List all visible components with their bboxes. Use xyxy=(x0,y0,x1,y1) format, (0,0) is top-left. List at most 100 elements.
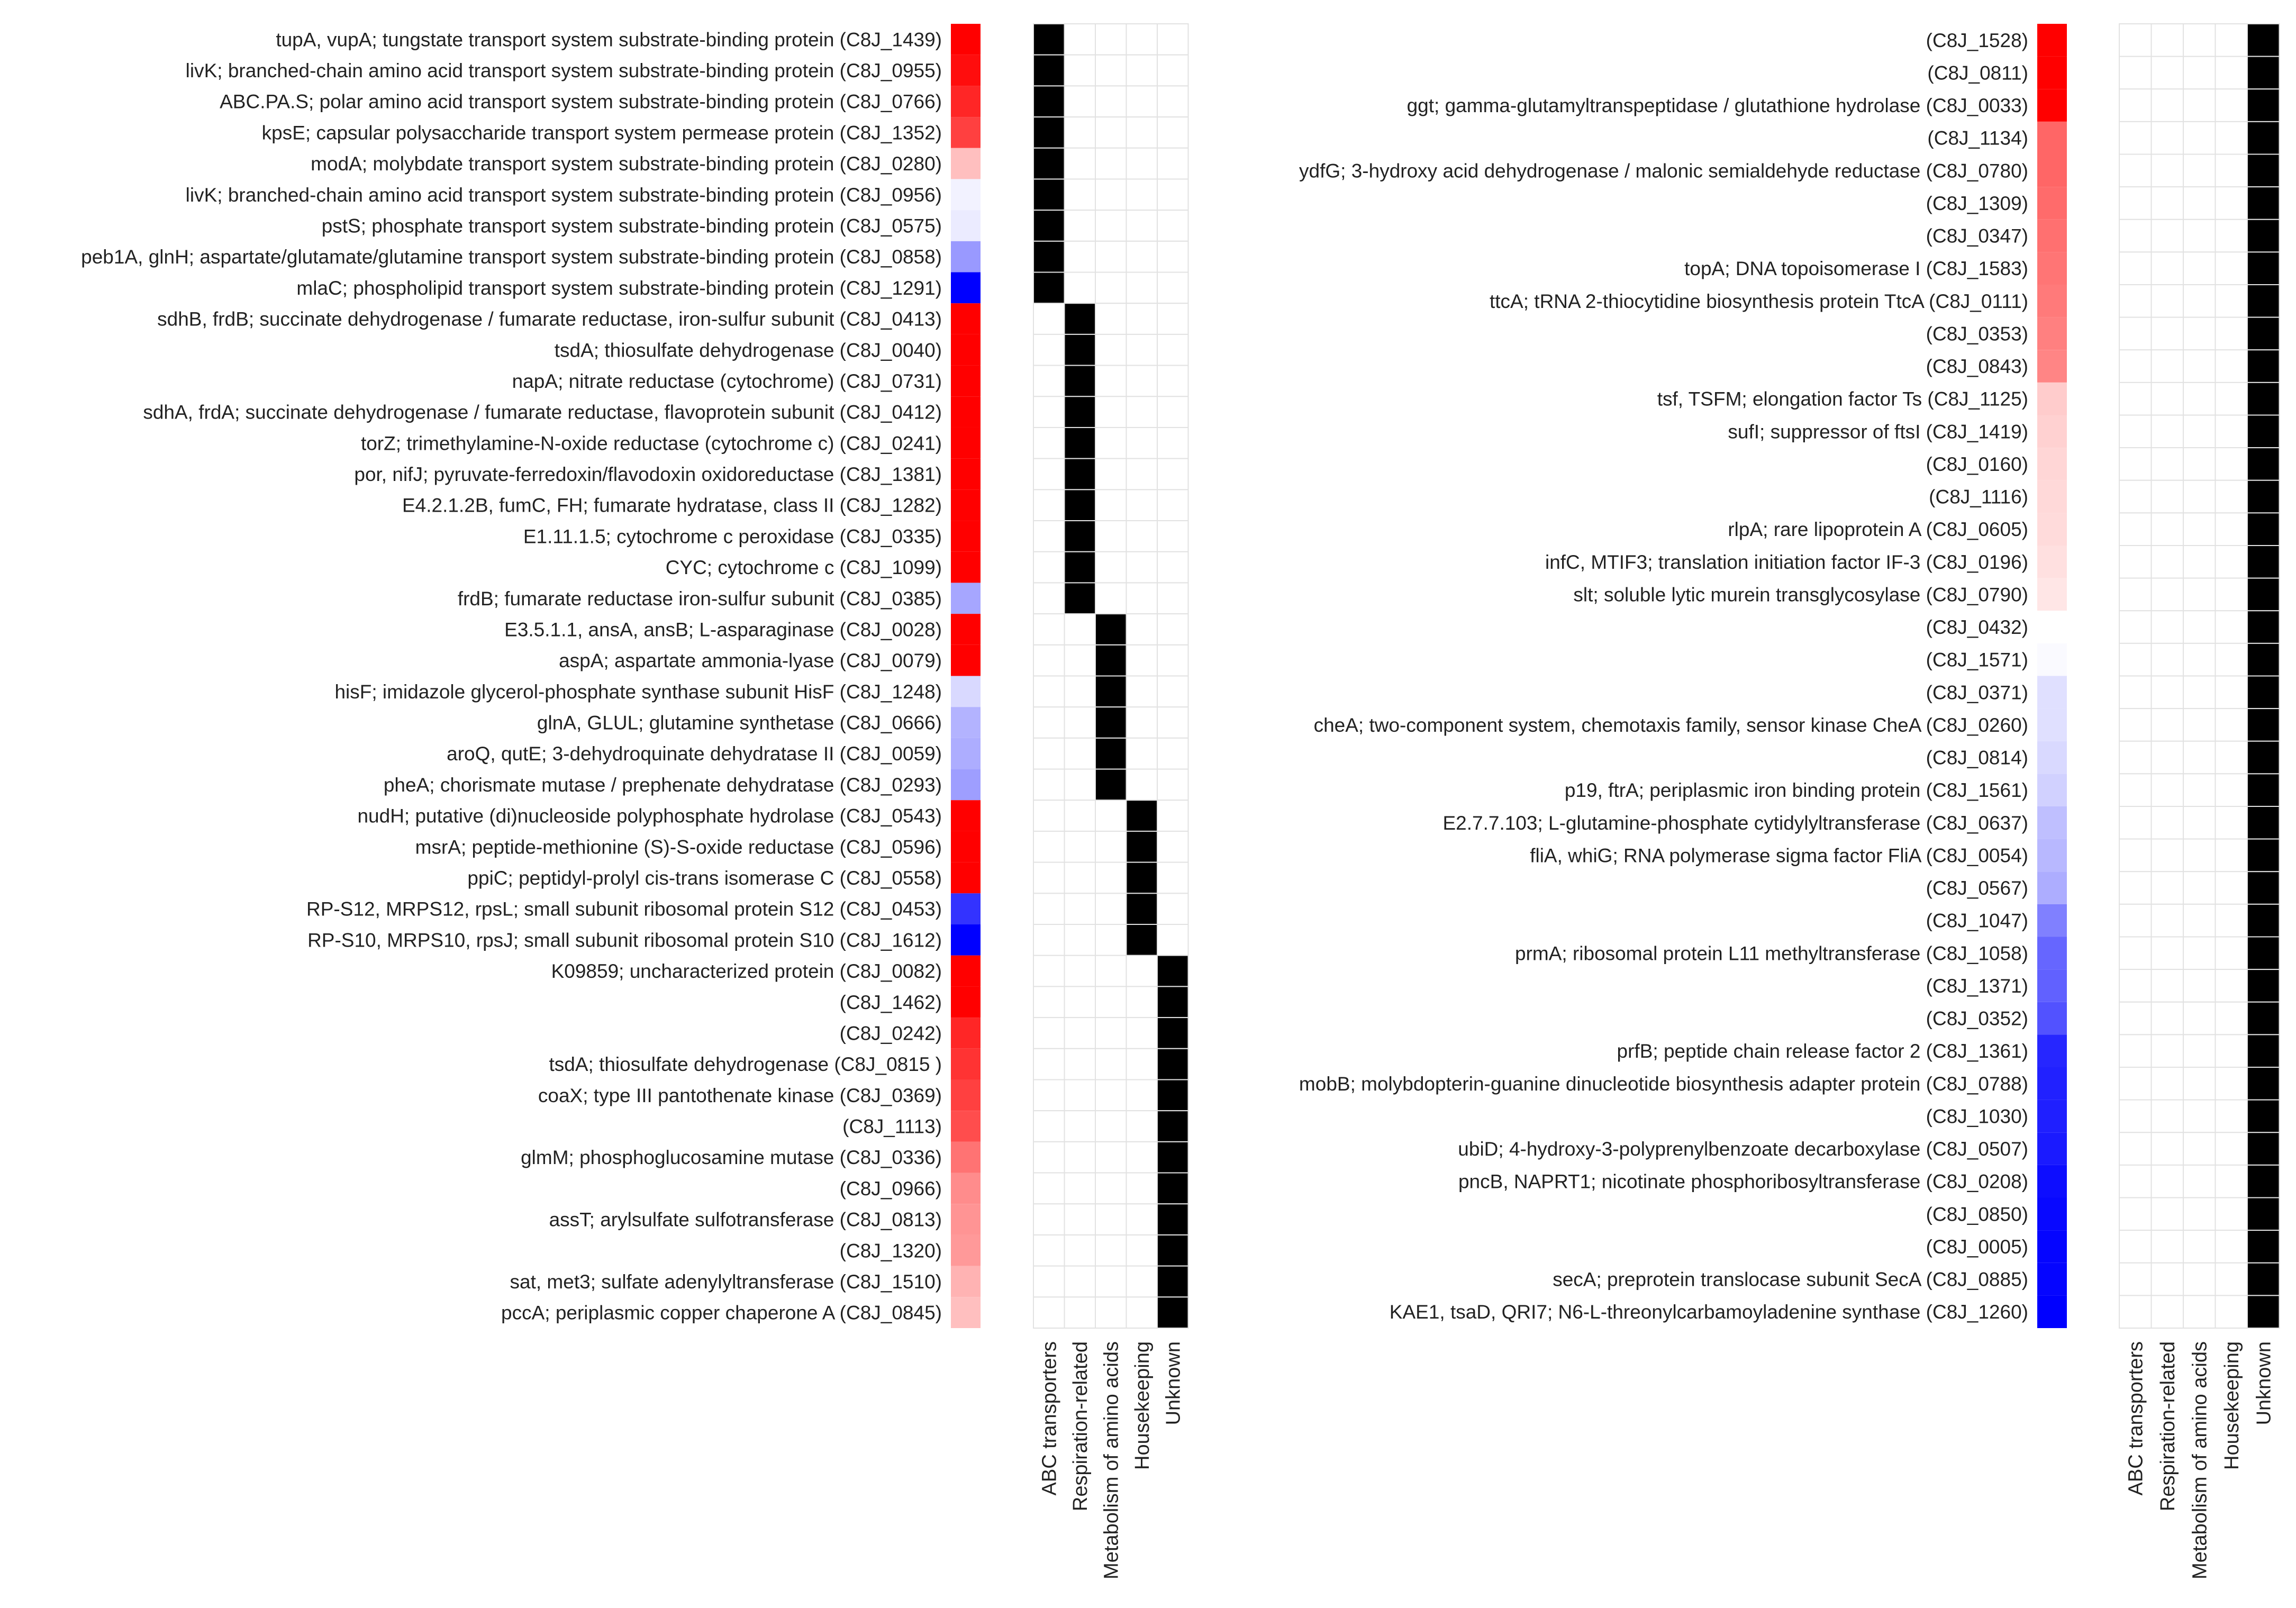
category-cell-empty xyxy=(2119,1132,2152,1166)
value-cell xyxy=(951,1048,981,1080)
category-cell-empty xyxy=(1064,1079,1096,1112)
category-cell-empty xyxy=(2215,153,2248,188)
category-cell-empty xyxy=(1095,426,1127,459)
value-cell xyxy=(2037,806,2067,839)
category-cell-empty xyxy=(1095,520,1127,552)
row-label: ubiD; 4-hydroxy-3-polyprenylbenzoate dec… xyxy=(1458,1138,2028,1160)
category-label: Respiration-related xyxy=(1069,1341,1092,1511)
category-cell-empty xyxy=(2150,153,2184,188)
category-cell-empty xyxy=(1033,737,1065,770)
row-label: (C8J_1462) xyxy=(840,992,942,1013)
value-cell xyxy=(951,334,981,366)
category-cell-empty xyxy=(1126,737,1158,770)
row-label: E1.11.1.5; cytochrome c peroxidase (C8J_… xyxy=(523,525,942,547)
row-label: (C8J_1047) xyxy=(1926,910,2028,932)
category-cell-empty xyxy=(1064,613,1096,646)
category-cell-filled xyxy=(1157,1265,1189,1298)
category-cell-empty xyxy=(2119,577,2152,612)
value-cell xyxy=(2037,1132,2067,1165)
category-cell-empty xyxy=(2215,316,2248,351)
category-cell-empty xyxy=(1157,178,1189,211)
category-cell-empty xyxy=(1064,1234,1096,1267)
category-cell-empty xyxy=(2119,773,2152,807)
category-cell-empty xyxy=(2183,903,2216,938)
value-cell xyxy=(2037,252,2067,285)
category-cell-filled xyxy=(1064,582,1096,615)
row-label: pheA; chorismate mutase / prephenate deh… xyxy=(384,774,942,796)
category-cell-empty xyxy=(1064,1265,1096,1298)
value-cell xyxy=(951,1018,981,1049)
category-cell-empty xyxy=(2215,349,2248,383)
category-cell-empty xyxy=(1126,1296,1158,1329)
value-cell xyxy=(2037,121,2067,155)
category-cell-filled xyxy=(2247,1034,2280,1068)
category-cell-empty xyxy=(1064,210,1096,242)
category-cell-empty xyxy=(2183,56,2216,90)
category-cell-empty xyxy=(1033,861,1065,894)
row-label: modA; molybdate transport system substra… xyxy=(311,153,942,175)
row-label: infC, MTIF3; translation initiation fact… xyxy=(1545,551,2028,573)
row-label: assT; arylsulfate sulfotransferase (C8J_… xyxy=(549,1209,942,1231)
value-cell xyxy=(2037,1165,2067,1198)
value-cell xyxy=(2037,643,2067,676)
category-cell-empty xyxy=(2150,1295,2184,1329)
value-cell xyxy=(2037,1002,2067,1035)
category-label: Unknown xyxy=(1162,1341,1184,1425)
category-cell-filled xyxy=(2247,1262,2280,1296)
row-label: K09859; uncharacterized protein (C8J_008… xyxy=(551,960,942,982)
category-cell-empty xyxy=(1126,675,1158,708)
category-cell-filled xyxy=(1157,1172,1189,1205)
category-cell-empty xyxy=(2215,740,2248,775)
category-cell-empty xyxy=(1095,303,1127,335)
category-cell-filled xyxy=(2247,153,2280,188)
value-cell xyxy=(2037,546,2067,578)
category-cell-filled xyxy=(2247,545,2280,579)
category-cell-empty xyxy=(2119,381,2152,416)
value-cell xyxy=(2037,513,2067,546)
value-cell xyxy=(2037,611,2067,643)
category-cell-empty xyxy=(2150,88,2184,122)
category-cell-empty xyxy=(1064,737,1096,770)
category-cell-filled xyxy=(2247,610,2280,644)
row-label: (C8J_1113) xyxy=(842,1116,942,1138)
category-cell-filled xyxy=(1157,955,1189,987)
category-cell-empty xyxy=(1126,1141,1158,1174)
category-cell-empty xyxy=(1095,1234,1127,1267)
row-label: pccA; periplasmic copper chaperone A (C8… xyxy=(501,1302,942,1324)
category-cell-empty xyxy=(2119,414,2152,449)
category-cell-empty xyxy=(1157,458,1189,490)
category-cell-empty xyxy=(2215,545,2248,579)
value-cell xyxy=(951,365,981,397)
category-cell-filled xyxy=(2247,219,2280,253)
category-cell-empty xyxy=(2215,414,2248,449)
category-cell-empty xyxy=(1033,893,1065,925)
row-label: (C8J_0347) xyxy=(1926,225,2028,247)
row-label: prfB; peptide chain release factor 2 (C8… xyxy=(1617,1040,2028,1062)
category-cell-empty xyxy=(1095,1265,1127,1298)
category-cell-filled xyxy=(2247,56,2280,90)
value-cell xyxy=(951,583,981,614)
category-cell-empty xyxy=(1064,893,1096,925)
row-label: (C8J_0353) xyxy=(1926,323,2028,344)
value-cell xyxy=(2037,1197,2067,1231)
category-cell-empty xyxy=(1033,582,1065,615)
category-cell-empty xyxy=(1126,54,1158,87)
category-cell-empty xyxy=(2119,23,2152,57)
category-cell-empty xyxy=(1095,271,1127,304)
value-cell xyxy=(2037,285,2067,317)
category-cell-empty xyxy=(2119,871,2152,905)
row-label: (C8J_1309) xyxy=(1926,193,2028,214)
category-cell-empty xyxy=(2183,1034,2216,1068)
category-cell-empty xyxy=(2215,56,2248,90)
category-cell-empty xyxy=(2183,642,2216,677)
value-cell xyxy=(951,1266,981,1297)
category-cell-filled xyxy=(2247,121,2280,155)
row-label: tsf, TSFM; elongation factor Ts (C8J_112… xyxy=(1657,388,2028,410)
row-label: mlaC; phospholipid transport system subs… xyxy=(296,277,942,299)
category-cell-empty xyxy=(2150,838,2184,873)
category-cell-filled xyxy=(2247,1132,2280,1166)
value-cell xyxy=(951,1141,981,1173)
category-cell-filled xyxy=(1126,893,1158,925)
category-cell-filled xyxy=(1095,613,1127,646)
category-cell-filled xyxy=(1126,924,1158,956)
